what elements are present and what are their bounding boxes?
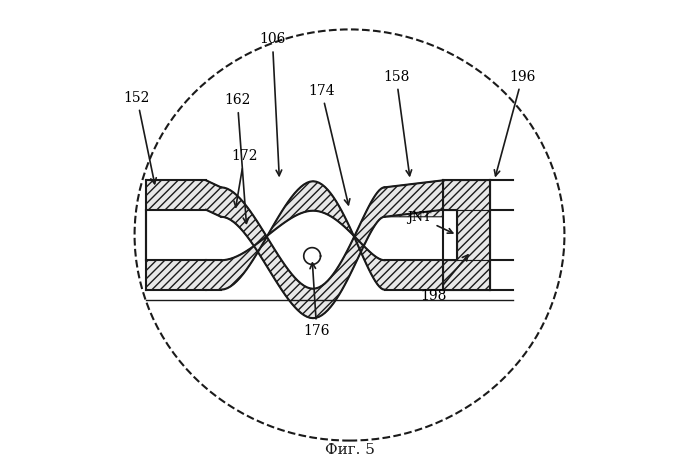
Text: 158: 158 <box>383 70 412 176</box>
Text: 198: 198 <box>420 255 468 304</box>
Text: 196: 196 <box>494 70 535 176</box>
Text: JNT: JNT <box>408 211 453 233</box>
Polygon shape <box>443 180 490 210</box>
Text: 174: 174 <box>308 84 350 205</box>
Text: 152: 152 <box>124 91 157 184</box>
Text: Фиг. 5: Фиг. 5 <box>324 443 375 457</box>
Polygon shape <box>146 180 443 318</box>
Polygon shape <box>146 181 443 290</box>
Polygon shape <box>443 260 490 290</box>
Text: 176: 176 <box>303 263 330 338</box>
Text: 162: 162 <box>224 93 250 223</box>
Text: 172: 172 <box>231 149 258 207</box>
Text: 106: 106 <box>259 32 286 176</box>
Polygon shape <box>457 210 490 260</box>
